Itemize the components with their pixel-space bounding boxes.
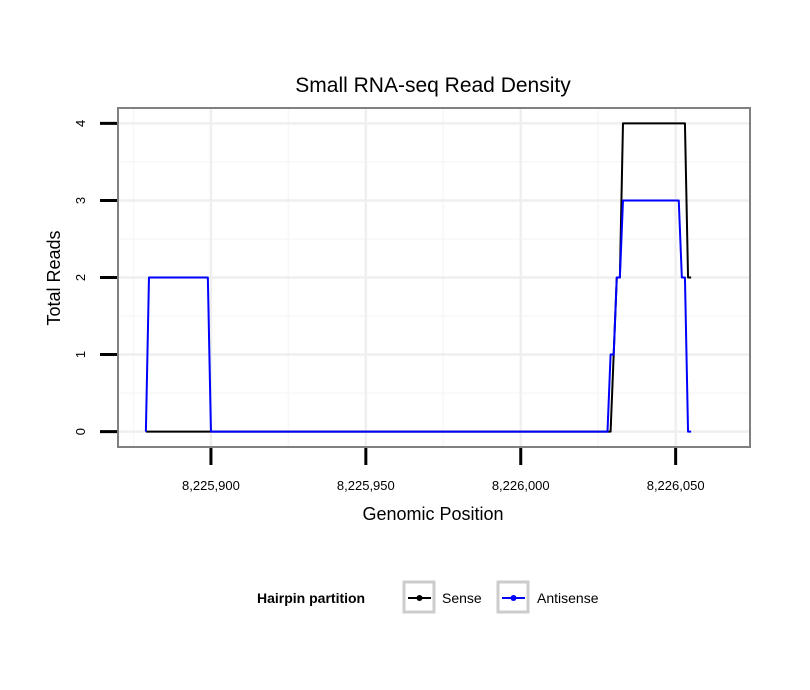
y-tick-label: 4 — [73, 120, 88, 127]
legend-label-sense: Sense — [442, 590, 482, 606]
legend-dot-antisense — [510, 595, 517, 601]
chart-title: Small RNA-seq Read Density — [295, 74, 571, 97]
series-line-antisense — [144, 199, 692, 433]
plot-panel-border — [117, 107, 751, 448]
legend: Hairpin partition Sense Antisense — [257, 580, 599, 614]
x-axis-title: Genomic Position — [362, 504, 503, 524]
y-tick-label: 0 — [73, 428, 88, 435]
legend-label-antisense: Antisense — [537, 590, 599, 606]
y-tick-label: 3 — [73, 197, 88, 204]
y-tick-label: 1 — [73, 351, 88, 358]
x-axis: 8,225,900 8,225,950 8,226,000 8,226,050 — [182, 448, 705, 493]
y-axis: 0 1 2 3 4 — [73, 120, 117, 435]
x-tick-label: 8,226,000 — [492, 478, 550, 493]
series-lines — [144, 122, 692, 433]
x-tick-label: 8,226,050 — [647, 478, 705, 493]
x-tick-label: 8,225,900 — [182, 478, 240, 493]
legend-dot-sense — [416, 595, 423, 601]
y-axis-title: Total Reads — [44, 230, 64, 325]
legend-title: Hairpin partition — [257, 590, 365, 606]
grid-lines — [118, 108, 750, 447]
y-tick-label: 2 — [73, 274, 88, 281]
x-tick-label: 8,225,950 — [337, 478, 395, 493]
